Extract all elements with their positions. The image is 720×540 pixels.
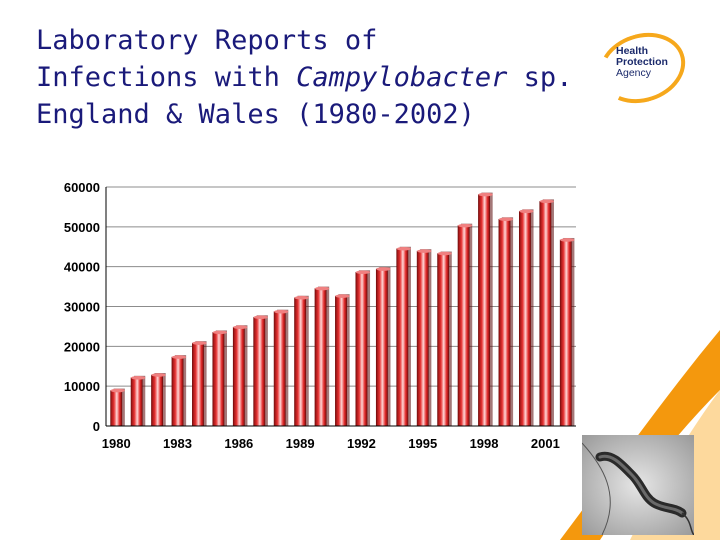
bar-1982 — [151, 374, 164, 427]
bar-top — [396, 246, 411, 251]
x-tick-label: 1995 — [408, 436, 437, 451]
bar-2002 — [559, 239, 572, 427]
bar-2000 — [518, 210, 531, 427]
x-tick-label: 1998 — [470, 436, 499, 451]
bar-top — [335, 294, 350, 298]
bar-1994 — [396, 248, 409, 427]
bar-1993 — [375, 268, 388, 427]
bar-top — [539, 199, 554, 204]
bar-top — [457, 223, 473, 228]
bar-1990 — [314, 288, 327, 427]
title-line-3: England & Wales (1980-2002) — [36, 99, 475, 130]
logo-text: Health Protection Agency — [616, 46, 686, 79]
hpa-logo: Health Protection Agency — [589, 22, 695, 114]
bar-1983 — [171, 356, 184, 427]
logo-line-protection: Protection — [616, 56, 668, 68]
x-tick-label: 1992 — [347, 436, 376, 451]
bar-1985 — [212, 332, 225, 427]
bar-top — [478, 192, 493, 197]
bar-top — [560, 238, 575, 242]
y-tick-label: 20000 — [64, 339, 100, 354]
bar-1992 — [355, 271, 368, 427]
bar-top — [110, 388, 125, 393]
x-tick-label: 1980 — [102, 436, 131, 451]
bar-1989 — [294, 297, 307, 427]
bar-top — [274, 309, 289, 314]
bar-1981 — [130, 377, 143, 427]
bar-1986 — [232, 326, 245, 427]
bar-1998 — [478, 194, 490, 427]
bar-1991 — [335, 295, 347, 427]
bar-top — [171, 355, 187, 359]
slide-title: Laboratory Reports of Infections with Ca… — [36, 22, 596, 133]
bar-1988 — [273, 311, 286, 427]
bar-top — [151, 373, 166, 377]
y-tick-label: 10000 — [64, 379, 100, 394]
x-tick-label: 1983 — [163, 436, 192, 451]
y-tick-label: 50000 — [64, 220, 100, 235]
bar-1980 — [110, 390, 123, 427]
x-tick-label: 1989 — [286, 436, 315, 451]
bar-top — [233, 325, 248, 330]
bar-top — [498, 217, 514, 222]
y-tick-label: 30000 — [64, 300, 100, 315]
bar-1984 — [192, 342, 204, 427]
bar-top — [437, 251, 452, 256]
title-line-2-prefix: Infections with — [36, 62, 297, 93]
bar-top — [131, 376, 146, 380]
logo-line-agency: Agency — [616, 67, 652, 79]
title-line-2-suffix: sp. — [507, 62, 573, 93]
campylobacter-micrograph-image — [582, 435, 694, 535]
y-tick-label: 60000 — [64, 180, 100, 195]
bar-top — [192, 341, 207, 345]
bar-2001 — [539, 201, 552, 427]
bar-top — [314, 286, 330, 291]
y-tick-label: 40000 — [64, 260, 100, 275]
title-line-1: Laboratory Reports of — [36, 25, 378, 56]
bar-top — [417, 249, 432, 253]
bar-top — [355, 270, 371, 275]
bar-top — [294, 295, 309, 300]
bar-top — [519, 209, 534, 214]
bar-top — [253, 315, 268, 320]
x-tick-label: 1986 — [224, 436, 253, 451]
bar-1995 — [416, 250, 429, 427]
x-tick-label: 2001 — [531, 436, 560, 451]
title-line-2-italic: Campylobacter — [296, 62, 508, 93]
bar-1996 — [437, 253, 450, 427]
bar-1987 — [253, 316, 266, 427]
bar-top — [376, 267, 391, 271]
logo-line-health: Health — [616, 45, 649, 57]
bar-top — [212, 330, 228, 335]
bar-1999 — [498, 218, 511, 427]
bar-1997 — [457, 225, 470, 427]
y-tick-label: 0 — [93, 419, 100, 434]
